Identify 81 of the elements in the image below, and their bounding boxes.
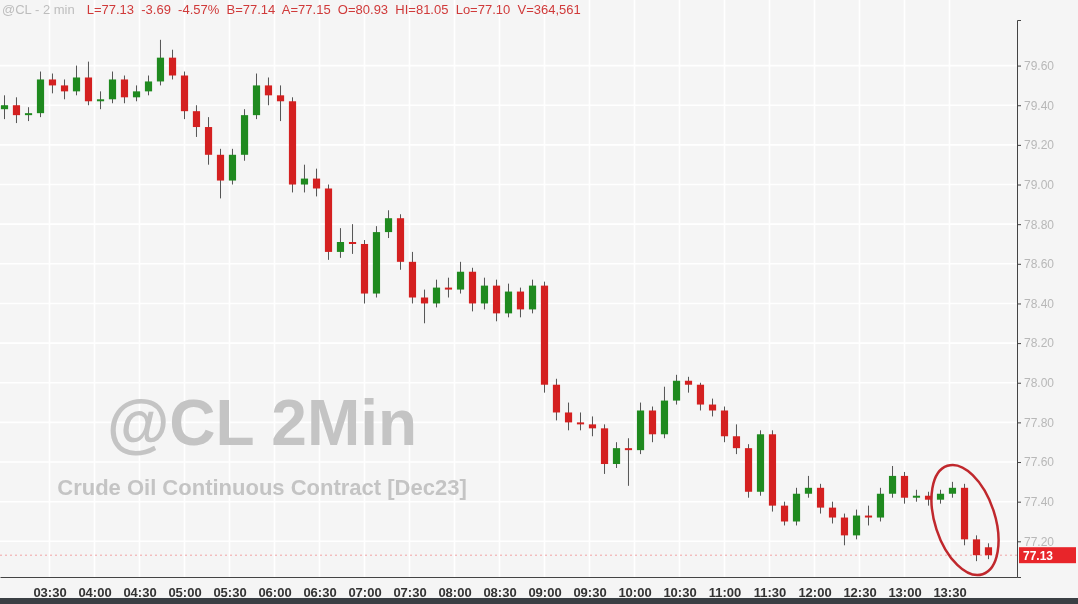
candlestick	[864, 505, 873, 526]
y-tick-label: 79.20	[1024, 138, 1055, 153]
candlestick	[192, 104, 201, 138]
candlestick	[84, 61, 93, 106]
candlestick	[876, 487, 885, 522]
candlestick	[528, 279, 537, 314]
x-tick-label: 07:00	[348, 585, 382, 601]
candlestick	[852, 509, 861, 540]
candlestick	[300, 164, 309, 193]
candlestick	[648, 406, 657, 443]
candlestick	[564, 402, 573, 431]
y-tick-label: 79.40	[1024, 98, 1055, 113]
candlestick	[588, 415, 597, 437]
x-tick-label: 09:00	[528, 585, 562, 601]
candlestick	[144, 75, 153, 96]
x-tick-label: 06:00	[258, 585, 292, 601]
candlestick	[888, 465, 897, 499]
candlestick	[732, 423, 741, 455]
candlestick	[156, 39, 165, 86]
x-tick-label: 10:30	[663, 585, 697, 601]
candlestick	[276, 84, 285, 122]
ref-line-label: 77.13	[1023, 549, 1054, 564]
x-tick-label: 12:00	[798, 585, 832, 601]
candlestick	[60, 78, 69, 100]
candlestick	[672, 374, 681, 406]
y-tick-label: 77.60	[1024, 455, 1055, 470]
candlestick	[12, 96, 21, 124]
candlestick	[516, 287, 525, 318]
candlestick	[840, 513, 849, 546]
x-tick-label: 03:30	[33, 585, 67, 601]
candlestick	[432, 279, 441, 308]
x-tick-label: 04:30	[123, 585, 157, 601]
candlestick	[456, 261, 465, 295]
x-tick-label: 05:00	[168, 585, 202, 601]
x-tick-label: 13:00	[888, 585, 922, 601]
candlestick	[168, 49, 177, 80]
y-tick-label: 77.80	[1024, 415, 1055, 430]
y-tick-label: 79.00	[1024, 177, 1055, 192]
y-tick-label: 77.20	[1024, 534, 1055, 549]
candlestick	[120, 75, 129, 104]
candlestick	[108, 71, 117, 104]
chart-subtitle: L=77.13 -3.69 -4.57% B=77.14 A=77.15 O=80.93 HI=81.05 Lo=77.10 V=364,561	[86, 2, 581, 17]
x-tick-label: 13:30	[933, 585, 967, 601]
candlestick	[336, 227, 345, 259]
candlestick	[72, 65, 81, 96]
x-tick-label: 11:30	[753, 585, 787, 601]
annotation: @CL 2Min	[106, 387, 418, 459]
candlestick	[804, 475, 813, 499]
candlestick	[972, 534, 981, 562]
y-tick-label: 78.20	[1024, 336, 1055, 351]
candlestick	[624, 437, 633, 487]
x-tick-label: 11:00	[708, 585, 742, 601]
candlestick	[612, 441, 621, 469]
x-tick-label: 12:30	[843, 585, 877, 601]
x-tick-label: 04:00	[78, 585, 112, 601]
candlestick	[0, 94, 9, 120]
candlestick	[696, 382, 705, 411]
candlestick	[780, 501, 789, 526]
candlestick	[816, 483, 825, 515]
candlestick	[480, 277, 489, 310]
x-tick-label: 08:00	[438, 585, 472, 601]
x-tick-label: 10:00	[618, 585, 652, 601]
candlestick	[348, 223, 357, 255]
candlestick	[264, 76, 273, 106]
y-tick-label: 77.40	[1024, 495, 1055, 510]
x-tick-label: 08:30	[483, 585, 517, 601]
y-tick-label: 79.60	[1024, 58, 1055, 73]
x-tick-label: 09:30	[573, 585, 607, 601]
candlestick	[384, 209, 393, 239]
x-tick-label: 06:30	[303, 585, 337, 601]
candlestick	[48, 73, 57, 94]
y-tick-label: 78.60	[1024, 257, 1055, 272]
candlestick	[900, 471, 909, 505]
x-tick-label: 05:30	[213, 585, 247, 601]
y-tick-label: 78.80	[1024, 217, 1055, 232]
x-tick-label: 07:30	[393, 585, 427, 601]
candlestick	[828, 501, 837, 524]
candlestick	[444, 277, 453, 299]
candlestick	[504, 283, 513, 318]
y-tick-label: 78.00	[1024, 376, 1055, 391]
y-tick-label: 78.40	[1024, 296, 1055, 311]
